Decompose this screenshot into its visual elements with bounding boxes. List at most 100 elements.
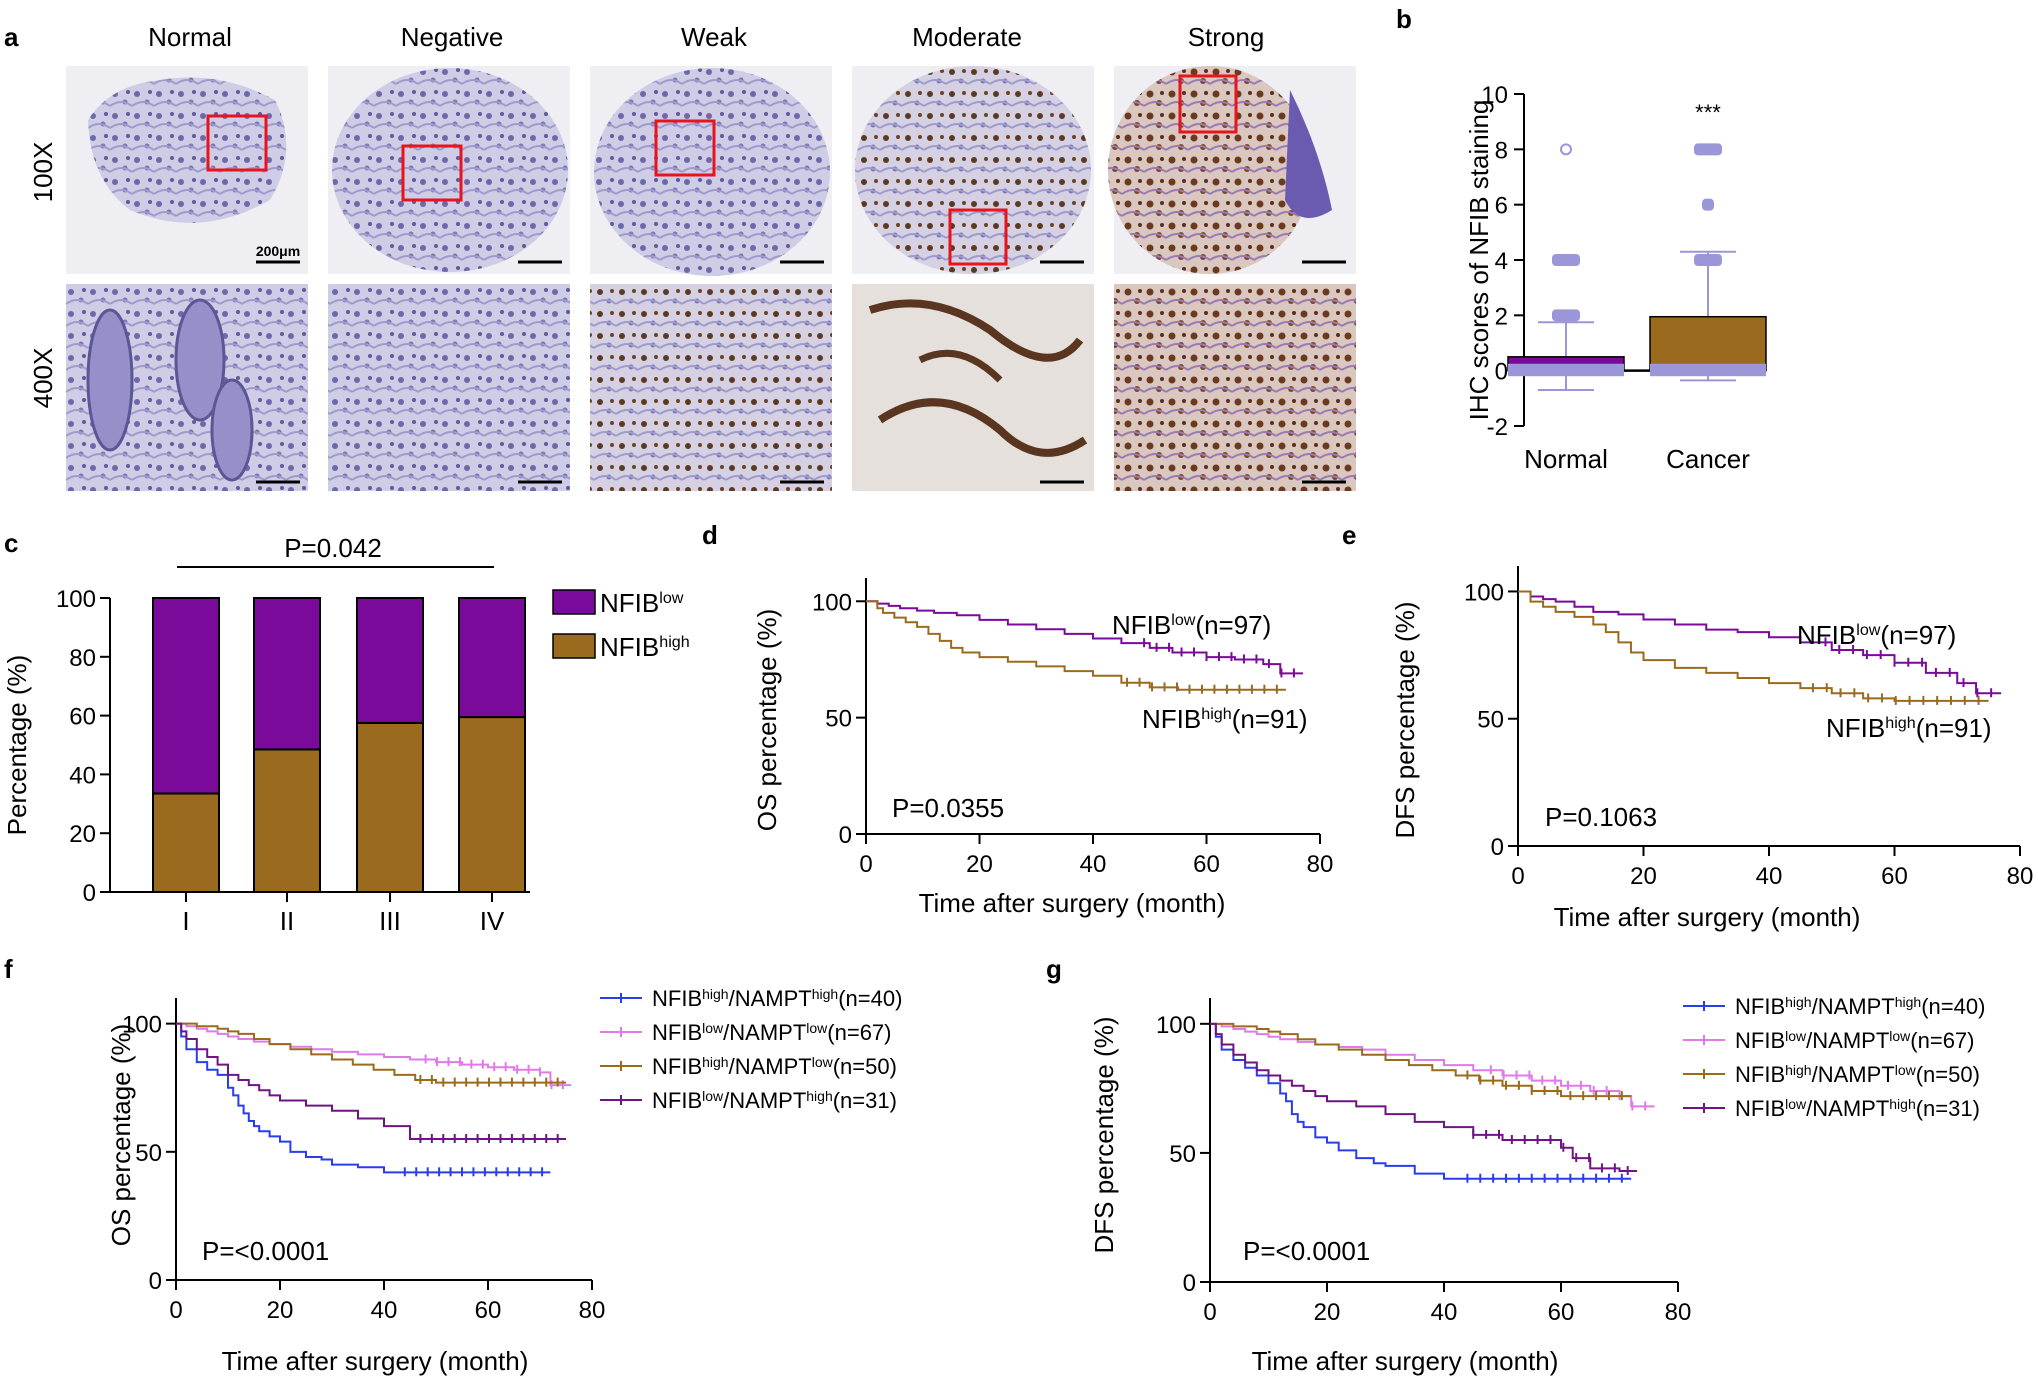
e-x-tick-label: 0 [1511, 863, 1524, 890]
c-legend-swatch [552, 589, 596, 615]
c-bar-segment-low [253, 597, 321, 751]
column-label-moderate: Moderate [912, 22, 1022, 52]
g-ylabel: DFS percentage (%) [1089, 1017, 1119, 1254]
b-outlier [1560, 143, 1572, 156]
c-y-tick-label: 60 [69, 704, 96, 731]
e-y-tick-label: 50 [1477, 707, 1504, 734]
c-y-tick-label: 0 [83, 880, 96, 907]
b-y-tick-label: 0 [1495, 359, 1508, 386]
f-x-tick-label: 20 [267, 1297, 294, 1324]
g-x-tick-label: 40 [1431, 1299, 1458, 1326]
micrograph-normal-100x: 200μm [66, 66, 308, 274]
b-plot: -2 0 2 4 6 8 10 Normal Cancer *** [1481, 82, 1767, 474]
f-x-tick-label: 80 [579, 1297, 606, 1324]
panel-label-b: b [1396, 4, 1412, 34]
f-legend-label: NFIBhigh/NAMPTlow(n=50) [652, 1054, 897, 1079]
c-x-tick-label: II [280, 906, 294, 936]
f-legend-label: NFIBlow/NAMPTlow(n=67) [652, 1020, 892, 1045]
b-annotation: *** [1695, 100, 1721, 125]
f-x-tick-label: 40 [371, 1297, 398, 1324]
b-y-tick-label: 6 [1495, 193, 1508, 220]
g-x-tick-label: 0 [1203, 1299, 1216, 1326]
micrograph-strong-400x [1114, 284, 1356, 491]
g-y-tick-label: 100 [1156, 1012, 1196, 1039]
e-xlabel: Time after surgery (month) [1554, 902, 1861, 932]
b-y-tick-label: 10 [1481, 82, 1508, 109]
b-outlier [1552, 309, 1580, 322]
f-survival-curve-2 [176, 1022, 566, 1084]
g-x-tick-label: 20 [1314, 1299, 1341, 1326]
c-annotation: P=0.042 [284, 533, 382, 563]
d-curve-label: NFIBlow(n=97) [1112, 610, 1271, 640]
d-x-tick-label: 80 [1307, 851, 1334, 878]
c-bar-segment-high [356, 721, 424, 894]
g-legend-label: NFIBhigh/NAMPThigh(n=40) [1735, 994, 1985, 1019]
b-y-tick-label: 4 [1495, 248, 1508, 275]
c-bar-segment-low [458, 597, 526, 719]
c-legend-label: NFIBhigh [600, 632, 690, 662]
f-x-tick-label: 0 [169, 1297, 182, 1324]
panel-label-a: a [4, 22, 19, 52]
b-y-tick-label: -2 [1487, 414, 1508, 441]
c-bar-segment-high [253, 748, 321, 893]
d-x-tick-label: 0 [859, 851, 872, 878]
panel-f: f OS percentage (%) Time after surgery (… [4, 954, 902, 1376]
d-x-tick-label: 60 [1193, 851, 1220, 878]
c-legend-swatch [552, 633, 596, 659]
f-pvalue: P=<0.0001 [202, 1236, 329, 1266]
d-pvalue: P=0.0355 [892, 793, 1004, 823]
e-x-tick-label: 20 [1630, 863, 1657, 890]
micrograph-strong-100x [1108, 66, 1356, 274]
b-box-band [1650, 363, 1766, 377]
b-outlier [1702, 198, 1714, 211]
g-legend-label: NFIBlow/NAMPThigh(n=31) [1735, 1096, 1980, 1121]
d-x-tick-label: 20 [966, 851, 993, 878]
c-x-tick-label: IV [480, 906, 505, 936]
d-x-tick-label: 40 [1080, 851, 1107, 878]
f-legend-label: NFIBhigh/NAMPThigh(n=40) [652, 986, 902, 1011]
f-legend-label: NFIBlow/NAMPThigh(n=31) [652, 1088, 897, 1113]
panel-label-c: c [4, 528, 18, 558]
scale-bar-label: 200μm [256, 243, 300, 259]
e-x-tick-label: 60 [1881, 863, 1908, 890]
c-ylabel: Percentage (%) [2, 655, 32, 836]
panel-d: d OS percentage (%) Time after surgery (… [702, 520, 1333, 918]
panel-g: g DFS percentage (%) Time after surgery … [1046, 954, 1985, 1376]
d-y-tick-label: 0 [839, 822, 852, 849]
d-xlabel: Time after surgery (month) [919, 888, 1226, 918]
e-y-tick-label: 0 [1491, 834, 1504, 861]
e-survival-curve-1 [1518, 590, 1989, 702]
g-x-tick-label: 80 [1665, 1299, 1692, 1326]
column-label-weak: Weak [681, 22, 748, 52]
c-bar-segment-low [152, 597, 220, 795]
c-bar-segment-high [458, 716, 526, 893]
e-ylabel: DFS percentage (%) [1390, 602, 1420, 839]
row-label-100x: 100X [28, 142, 58, 203]
b-outlier [1694, 254, 1722, 266]
f-y-tick-label: 0 [149, 1268, 162, 1295]
b-mean-bar [1649, 315, 1767, 372]
e-survival-curve-0 [1518, 590, 2002, 695]
b-outlier [1694, 143, 1722, 156]
micrograph-moderate-400x [852, 284, 1094, 491]
g-pvalue: P=<0.0001 [1243, 1236, 1370, 1266]
e-y-tick-label: 100 [1464, 579, 1504, 606]
panel-label-f: f [4, 954, 13, 984]
f-plot: 0 50 100 0 20 40 60 80 NFIBhigh/NAMPThigh(n=40) N… [122, 986, 902, 1324]
b-outlier [1552, 254, 1580, 266]
g-y-tick-label: 0 [1183, 1270, 1196, 1297]
column-label-strong: Strong [1188, 22, 1265, 52]
c-y-tick-label: 20 [69, 821, 96, 848]
column-label-normal: Normal [148, 22, 232, 52]
row-label-400x: 400X [28, 348, 58, 409]
e-x-tick-label: 80 [2007, 863, 2034, 890]
g-survival-curve-0 [1210, 1022, 1632, 1180]
e-curve-label: NFIBhigh(n=91) [1826, 713, 1992, 743]
g-survival-curve-1 [1210, 1022, 1655, 1108]
column-label-negative: Negative [401, 22, 504, 52]
f-y-tick-label: 100 [122, 1012, 162, 1039]
d-plot: 0 50 100 0 20 40 60 80 NFIBlow(n=97) NFIBhigh(n=9… [812, 578, 1333, 878]
d-curve-label: NFIBhigh(n=91) [1142, 704, 1308, 734]
c-y-tick-label: 40 [69, 762, 96, 789]
